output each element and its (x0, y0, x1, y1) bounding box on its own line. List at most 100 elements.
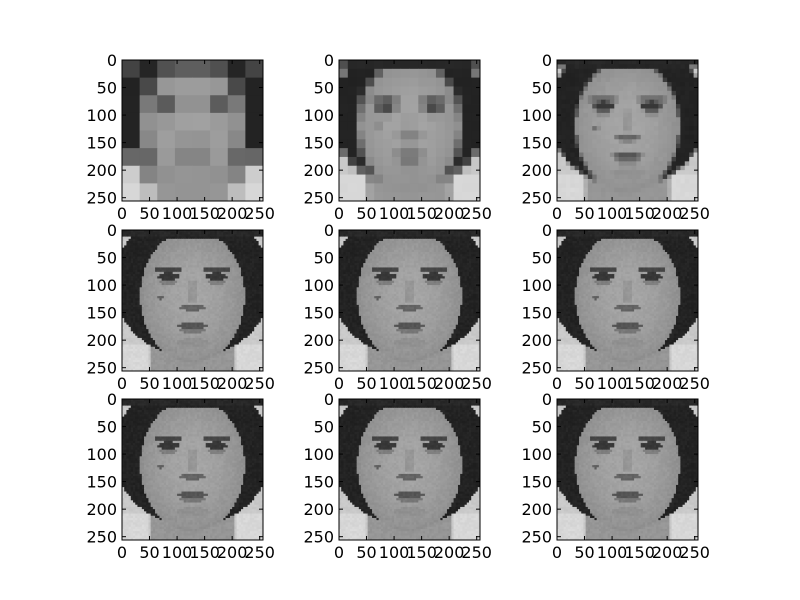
x-tick-label: 50 (139, 543, 159, 562)
y-tick-label: 50 (314, 418, 334, 437)
x-tick-label: 100 (162, 543, 193, 562)
x-tick-label: 100 (162, 374, 193, 393)
y-tick-label: 100 (86, 276, 117, 295)
y-tick-label: 150 (521, 473, 552, 492)
y-tick-label: 100 (521, 445, 552, 464)
y-tick-label: 100 (303, 276, 334, 295)
x-tick-label: 0 (552, 374, 562, 393)
x-tick-label: 150 (624, 374, 655, 393)
y-tick-label: 200 (86, 161, 117, 180)
x-tick-label: 50 (139, 204, 159, 223)
x-tick-label: 250 (679, 543, 710, 562)
y-tick-label: 250 (521, 189, 552, 208)
x-tick-label: 150 (406, 543, 437, 562)
y-tick-label: 150 (86, 134, 117, 153)
y-tick-label: 0 (324, 221, 334, 240)
y-tick-label: 250 (86, 359, 117, 378)
face-image (339, 399, 480, 540)
y-tick-label: 100 (303, 106, 334, 125)
x-tick-label: 250 (461, 543, 492, 562)
y-tick-label: 0 (107, 221, 117, 240)
y-tick-label: 200 (86, 331, 117, 350)
x-tick-label: 150 (189, 204, 220, 223)
y-tick-label: 0 (542, 51, 552, 70)
face-image (122, 399, 263, 540)
x-tick-label: 0 (552, 543, 562, 562)
face-image (557, 230, 698, 371)
x-tick-label: 0 (334, 204, 344, 223)
x-tick-label: 100 (597, 543, 628, 562)
y-tick-label: 150 (303, 134, 334, 153)
y-tick-label: 0 (324, 390, 334, 409)
y-tick-label: 150 (86, 304, 117, 323)
x-tick-label: 200 (434, 204, 465, 223)
y-tick-label: 0 (107, 51, 117, 70)
x-tick-label: 50 (356, 543, 376, 562)
y-tick-label: 200 (86, 500, 117, 519)
y-tick-label: 100 (86, 445, 117, 464)
x-tick-label: 50 (139, 374, 159, 393)
y-tick-label: 200 (521, 161, 552, 180)
x-tick-label: 200 (217, 374, 248, 393)
x-tick-label: 250 (679, 204, 710, 223)
face-image (122, 60, 263, 201)
face-image (339, 60, 480, 201)
x-tick-label: 50 (574, 374, 594, 393)
y-tick-label: 50 (314, 249, 334, 268)
y-tick-label: 0 (107, 390, 117, 409)
y-tick-label: 250 (86, 189, 117, 208)
y-tick-label: 100 (86, 106, 117, 125)
x-tick-label: 200 (217, 204, 248, 223)
x-tick-label: 0 (552, 204, 562, 223)
x-tick-label: 0 (117, 374, 127, 393)
x-tick-label: 200 (217, 543, 248, 562)
x-tick-label: 250 (461, 374, 492, 393)
x-tick-label: 250 (244, 374, 275, 393)
y-tick-label: 250 (303, 359, 334, 378)
y-tick-label: 150 (86, 473, 117, 492)
y-tick-label: 100 (521, 106, 552, 125)
x-tick-label: 100 (597, 374, 628, 393)
x-tick-label: 50 (574, 204, 594, 223)
face-image (339, 230, 480, 371)
x-tick-label: 150 (406, 374, 437, 393)
x-tick-label: 0 (334, 374, 344, 393)
y-tick-label: 150 (303, 304, 334, 323)
x-tick-label: 100 (379, 374, 410, 393)
y-tick-label: 0 (542, 221, 552, 240)
y-tick-label: 150 (521, 134, 552, 153)
x-tick-label: 250 (461, 204, 492, 223)
x-tick-label: 150 (624, 204, 655, 223)
x-tick-label: 0 (117, 204, 127, 223)
y-tick-label: 250 (86, 528, 117, 547)
face-image (557, 399, 698, 540)
y-tick-label: 150 (521, 304, 552, 323)
x-tick-label: 200 (652, 543, 683, 562)
x-tick-label: 250 (679, 374, 710, 393)
x-tick-label: 200 (434, 374, 465, 393)
y-tick-label: 50 (97, 249, 117, 268)
x-tick-label: 250 (244, 543, 275, 562)
x-tick-label: 50 (356, 374, 376, 393)
y-tick-label: 100 (303, 445, 334, 464)
y-tick-label: 250 (521, 359, 552, 378)
y-tick-label: 200 (521, 331, 552, 350)
face-image (557, 60, 698, 201)
y-tick-label: 0 (542, 390, 552, 409)
x-tick-label: 50 (574, 543, 594, 562)
y-tick-label: 50 (532, 79, 552, 98)
y-tick-label: 100 (521, 276, 552, 295)
x-tick-label: 0 (117, 543, 127, 562)
x-tick-label: 200 (652, 204, 683, 223)
y-tick-label: 150 (303, 473, 334, 492)
x-tick-label: 100 (379, 204, 410, 223)
